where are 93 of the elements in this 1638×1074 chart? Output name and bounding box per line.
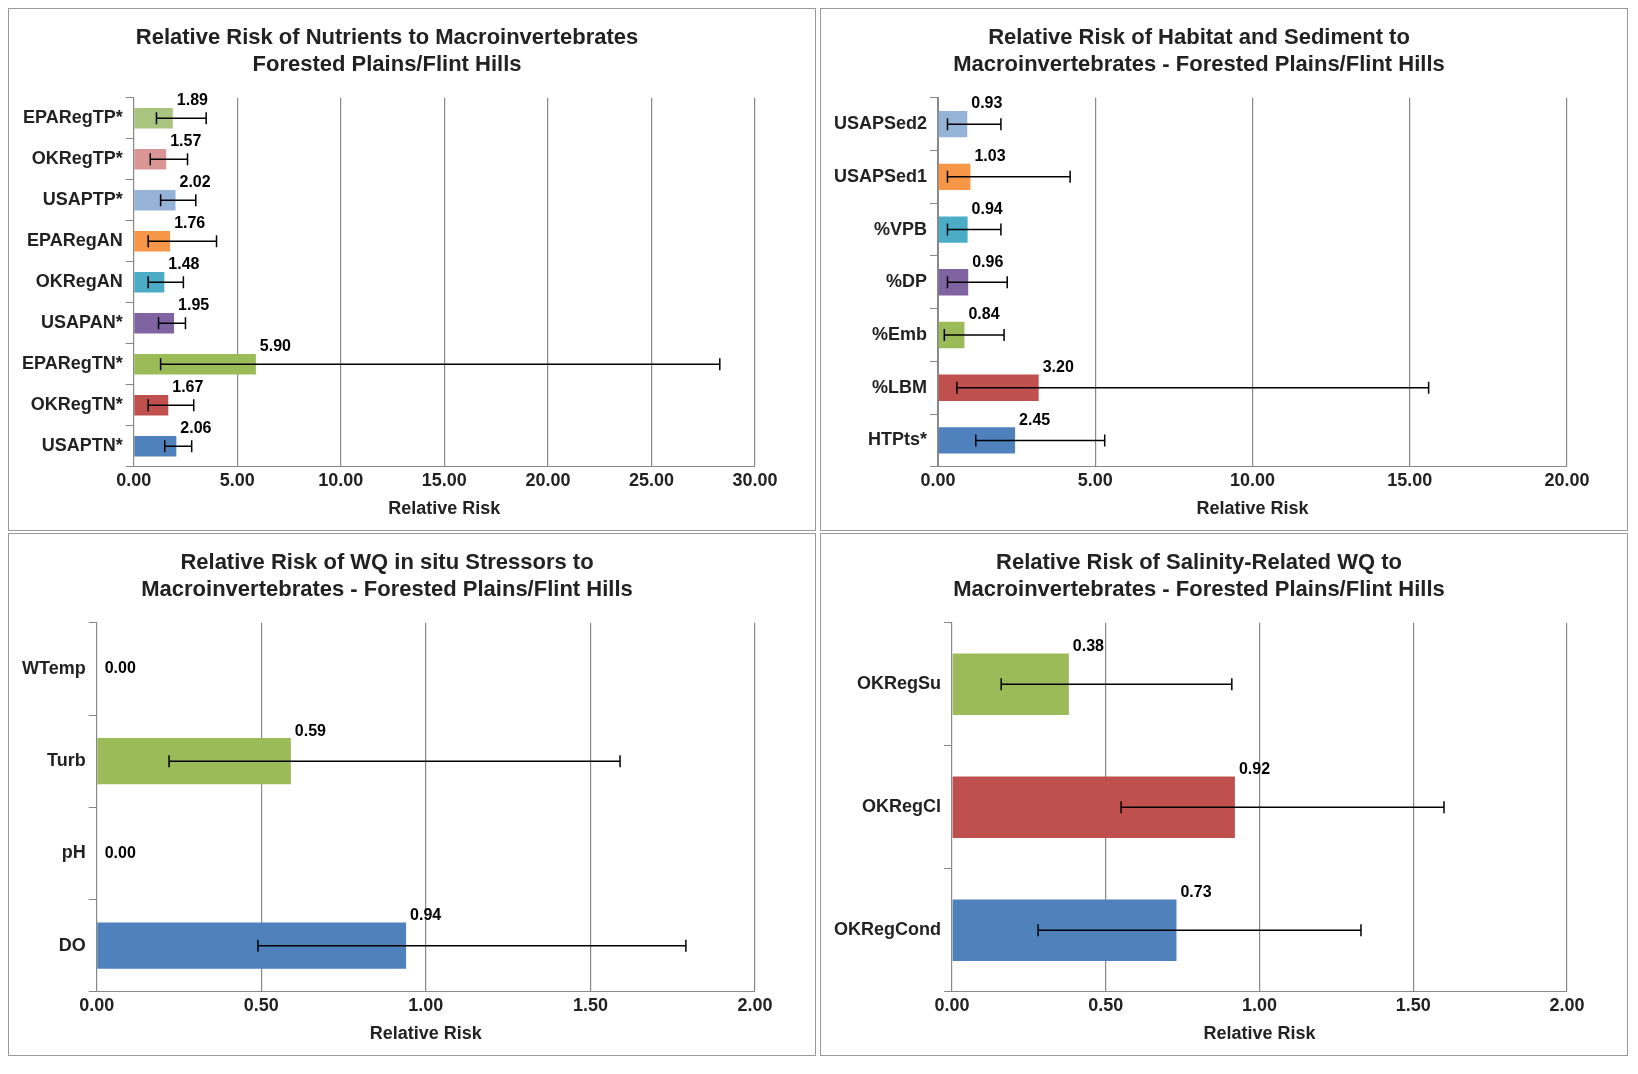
x-tick-label: 1.50 <box>1395 994 1431 1015</box>
y-tick-label: OKRegCond <box>833 919 941 940</box>
data-label: 0.94 <box>410 906 442 924</box>
data-label: 0.73 <box>1180 882 1212 900</box>
bar <box>952 653 1069 716</box>
chart-title: Relative Risk of Habitat and Sediment to Macroinvertebrates - Forested Plains/Flint Hills <box>953 24 1445 76</box>
data-label: 1.76 <box>174 214 206 232</box>
data-label: 0.96 <box>972 252 1004 270</box>
x-tick-label: 15.00 <box>421 469 467 490</box>
x-tick-label: 1.00 <box>408 994 444 1015</box>
x-tick-label: 20.00 <box>525 469 571 490</box>
x-tick-label: 25.00 <box>628 469 674 490</box>
x-tick-label: 0.00 <box>920 469 956 490</box>
data-label: 0.38 <box>1072 636 1105 654</box>
y-tick-label: OKRegCl <box>861 796 941 817</box>
x-tick-label: 5.00 <box>219 469 255 490</box>
y-tick-label: pH <box>61 842 86 863</box>
x-tick-label: 15.00 <box>1387 469 1433 490</box>
y-tick-label: USAPTP* <box>42 189 123 210</box>
data-label: 0.00 <box>104 843 136 861</box>
x-tick-label: 2.00 <box>737 994 773 1015</box>
y-tick-label: WTemp <box>21 657 86 678</box>
x-tick-label: 5.00 <box>1077 469 1113 490</box>
y-tick-label: OKRegAN <box>35 271 123 292</box>
x-tick-label: 0.00 <box>116 469 152 490</box>
y-tick-label: EPARegTP* <box>22 107 123 128</box>
y-tick-label: DO <box>58 934 86 955</box>
bar <box>134 313 175 334</box>
x-tick-label: 10.00 <box>318 469 364 490</box>
data-label: 1.03 <box>974 147 1006 165</box>
chart-title: Relative Risk of WQ in situ Stressors to Macroinvertebrates - Forested Plains/Flint Hills <box>141 549 633 601</box>
x-tick-label: 2.00 <box>1549 994 1585 1015</box>
y-tick-label: OKRegTP* <box>31 148 123 169</box>
y-tick-label: Turb <box>47 750 86 771</box>
data-label: 0.00 <box>104 659 136 677</box>
bar <box>134 354 256 375</box>
chart-title: Relative Risk of Salinity-Related WQ to Macroinvertebrates - Forested Plains/Flint Hills <box>953 549 1445 601</box>
x-axis-title: Relative Risk <box>1203 1023 1317 1044</box>
bar <box>134 395 169 416</box>
x-axis-title: Relative Risk <box>388 498 502 519</box>
bar <box>938 427 1016 454</box>
x-tick-label: 30.00 <box>732 469 778 490</box>
data-label: 1.95 <box>178 296 210 314</box>
bar <box>952 776 1235 839</box>
y-tick-label: %DP <box>886 271 928 292</box>
x-tick-label: 1.50 <box>572 994 608 1015</box>
x-tick-label: 20.00 <box>1544 469 1590 490</box>
data-label: 1.48 <box>168 255 200 273</box>
bar <box>938 216 968 243</box>
y-tick-label: HTPts* <box>868 429 928 450</box>
data-label: 1.89 <box>176 91 209 109</box>
y-tick-label: USAPTN* <box>41 435 123 456</box>
x-tick-label: 1.00 <box>1241 994 1278 1015</box>
bar <box>134 108 173 129</box>
y-tick-label: %Emb <box>872 323 928 344</box>
bar <box>938 110 968 138</box>
data-label: 3.20 <box>1042 357 1074 375</box>
y-tick-label: USAPSed1 <box>833 165 928 186</box>
y-tick-label: OKRegTN* <box>30 394 123 415</box>
data-label: 5.90 <box>259 337 292 355</box>
data-label: 2.06 <box>180 419 212 437</box>
y-tick-label: %LBM <box>872 376 928 397</box>
x-tick-label: 10.00 <box>1229 469 1276 490</box>
y-tick-label: EPARegAN <box>26 230 123 251</box>
data-label: 2.02 <box>179 173 211 191</box>
bar <box>134 149 167 170</box>
chart-title: Relative Risk of Nutrients to Macroinvertebrates Forested Plains/Flint Hills <box>135 24 639 76</box>
data-label: 0.93 <box>971 94 1003 112</box>
bar <box>938 374 1039 401</box>
data-label: 0.84 <box>968 305 1000 323</box>
data-label: 2.45 <box>1019 410 1051 428</box>
bar <box>134 272 165 293</box>
x-tick-label: 0.00 <box>934 994 970 1015</box>
data-label: 1.67 <box>172 378 204 396</box>
x-axis-title: Relative Risk <box>1196 498 1310 519</box>
data-label: 0.92 <box>1238 759 1271 777</box>
x-axis-title: Relative Risk <box>369 1023 483 1044</box>
bar <box>134 436 177 457</box>
y-tick-label: USAPAN* <box>40 312 123 333</box>
x-tick-label: 0.50 <box>1088 994 1124 1015</box>
data-label: 0.59 <box>294 721 327 739</box>
data-label: 0.94 <box>971 199 1003 217</box>
data-label: 1.57 <box>170 132 202 150</box>
bar <box>952 899 1177 962</box>
y-tick-label: USAPSed2 <box>833 113 928 134</box>
y-tick-label: OKRegSu <box>856 673 941 694</box>
bar <box>938 269 969 296</box>
x-tick-label: 0.50 <box>243 994 279 1015</box>
x-tick-label: 0.00 <box>79 994 115 1015</box>
y-tick-label: EPARegTN* <box>21 353 123 374</box>
y-tick-label: %VPB <box>874 218 928 239</box>
bar <box>134 190 176 211</box>
bar <box>134 231 171 252</box>
